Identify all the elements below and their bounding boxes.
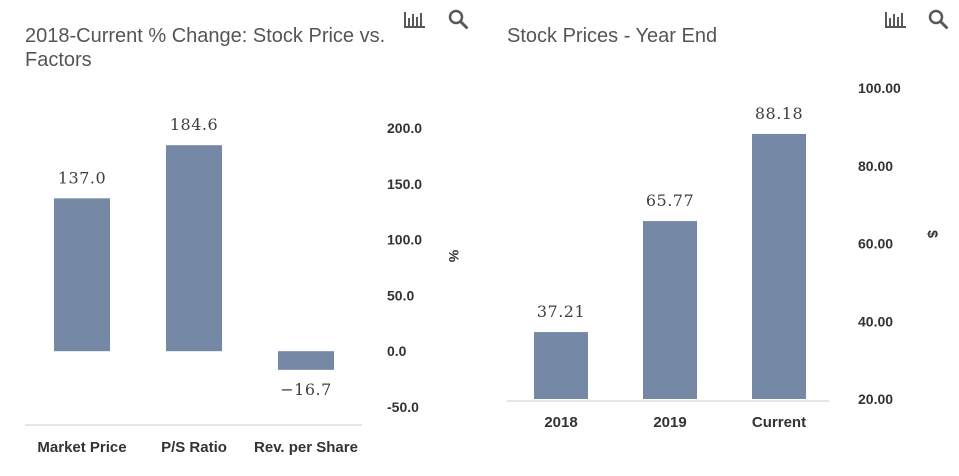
- chart-panel-percent-change: 2018-Current % Change: Stock Price vs. F…: [25, 8, 471, 456]
- bar: [643, 221, 697, 399]
- chart-title: 2018-Current % Change: Stock Price vs. F…: [25, 25, 386, 71]
- bar-chart-icon[interactable]: [403, 8, 427, 30]
- category-label: 2018: [544, 414, 577, 431]
- category-label: Rev. per Share: [254, 439, 358, 456]
- y-tick-label: 80.00: [858, 158, 893, 174]
- y-axis-title: %: [446, 250, 462, 263]
- chart-title: Stock Prices - Year End: [507, 25, 718, 47]
- chart-svg: 137.0 Market Price 184.6 P/S Ratio −16.7 Rev.…: [25, 115, 462, 456]
- category-label: Market Price: [37, 439, 126, 456]
- y-tick-label: 60.00: [858, 236, 893, 252]
- data-label: 137.0: [58, 168, 106, 187]
- data-label: 184.6: [170, 115, 218, 134]
- y-tick-label: 200.0: [387, 120, 422, 136]
- y-tick-label: 50.0: [387, 287, 414, 303]
- bar: [534, 332, 588, 399]
- category-label: P/S Ratio: [161, 439, 227, 456]
- magnifier-icon[interactable]: [927, 8, 951, 30]
- data-label: 65.77: [646, 191, 694, 210]
- bar: [54, 198, 110, 352]
- y-tick-label: 100.00: [858, 80, 901, 96]
- y-tick-label: 40.00: [858, 313, 893, 329]
- y-tick-label: 100.0: [387, 232, 422, 248]
- y-tick-label: 0.0: [387, 343, 407, 359]
- y-tick-label: 20.00: [858, 391, 893, 407]
- bar: [278, 351, 334, 370]
- y-axis-title: $: [925, 230, 941, 238]
- bar: [166, 145, 222, 352]
- y-tick-label: 150.0: [387, 176, 422, 192]
- category-label: 2019: [653, 414, 686, 431]
- chart-svg: 37.21 2018 65.77 2019 88.18 Current 100.00 80.0…: [507, 80, 941, 431]
- bar: [752, 133, 806, 399]
- y-tick-label: -50.0: [387, 399, 419, 415]
- data-label: 37.21: [537, 302, 585, 321]
- magnifier-icon[interactable]: [447, 8, 471, 30]
- data-label: −16.7: [280, 380, 332, 399]
- data-label: 88.18: [755, 104, 803, 123]
- bar-chart-icon[interactable]: [884, 8, 908, 30]
- chart-panel-stock-prices: Stock Prices - Year End 37.21 2018 65.77 20…: [480, 0, 959, 476]
- category-label: Current: [752, 414, 806, 431]
